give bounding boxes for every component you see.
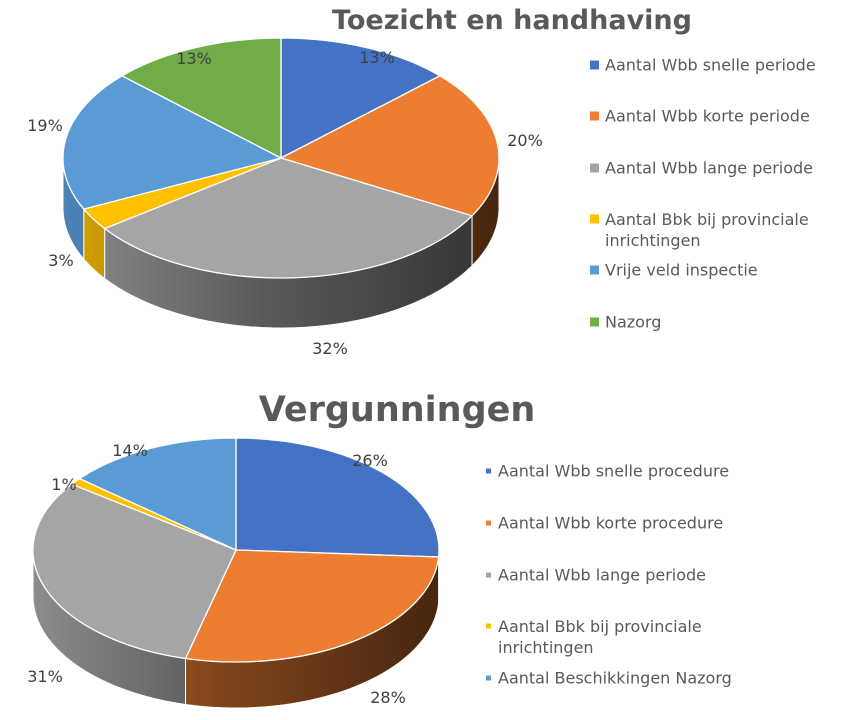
- legend-label: Aantal Bbk bij provinciale inrichtingen: [605, 210, 809, 250]
- legend-label: Aantal Wbb korte periode: [605, 107, 810, 126]
- slice-nazorg: [121, 37, 282, 159]
- slice-aantal-beschikkingen-nazorg: [78, 437, 237, 551]
- legend-item-aantal-wbb-korte-periode: Aantal Wbb korte periode: [590, 107, 810, 126]
- legend-label: Aantal Bbk bij provinciale inrichtingen: [498, 617, 702, 657]
- legend-item-aantal-bbk-bij-provinciale-inrichtingen: Aantal Bbk bij provinciale inrichtingen: [486, 617, 702, 657]
- pie-plot: [32, 437, 440, 709]
- legend-label: Aantal Beschikkingen Nazorg: [498, 669, 732, 688]
- data-label-aantal-wbb-lange-periode: 32%: [312, 339, 348, 358]
- legend-label: Nazorg: [605, 313, 661, 332]
- data-label-aantal-wbb-snelle-procedure: 26%: [352, 451, 388, 470]
- pie-plot: [62, 37, 500, 329]
- data-label-aantal-wbb-lange-periode: 31%: [27, 667, 63, 686]
- legend-swatch: [486, 675, 491, 681]
- chart-title: Toezicht en handhaving: [332, 5, 692, 36]
- legend: Aantal Wbb snelle procedure Aantal Wbb ko…: [486, 462, 732, 688]
- slice-aantal-wbb-korte-procedure: [184, 549, 440, 663]
- chart-toezicht: Toezicht en handhaving 13%20%32%3%19%13%…: [27, 5, 815, 358]
- data-label-aantal-wbb-snelle-periode: 13%: [359, 48, 395, 67]
- legend-item-aantal-wbb-lange-periode: Aantal Wbb lange periode: [590, 159, 813, 178]
- legend-swatch: [590, 163, 599, 173]
- data-label-aantal-wbb-korte-periode: 20%: [507, 131, 543, 150]
- legend-item-vrije-veld-inspectie: Vrije veld inspectie: [590, 261, 758, 280]
- slice-vrije-veld-inspectie: [62, 75, 282, 210]
- legend-item-aantal-wbb-lange-periode: Aantal Wbb lange periode: [486, 566, 706, 585]
- data-label-aantal-beschikkingen-nazorg: 14%: [112, 441, 148, 460]
- chart-vergunningen: Vergunningen 26% 28% 31% 1% 14% Aantal Wbb s…: [27, 390, 732, 709]
- legend-item-aantal-wbb-snelle-periode: Aantal Wbb snelle periode: [590, 56, 816, 75]
- slice-aantal-wbb-snelle-periode: [280, 37, 441, 159]
- legend-label: Aantal Wbb snelle periode: [605, 56, 816, 75]
- legend-item-aantal-wbb-korte-procedure: Aantal Wbb korte procedure: [486, 514, 723, 533]
- slice-aantal-wbb-lange-periode: [32, 483, 237, 660]
- legend-swatch: [486, 468, 491, 474]
- data-label-nazorg: 13%: [176, 49, 212, 68]
- legend-swatch: [590, 317, 599, 327]
- chart-title: Vergunningen: [259, 390, 536, 430]
- legend-label: Aantal Wbb snelle procedure: [498, 462, 729, 481]
- legend-label: Aantal Wbb lange periode: [498, 566, 706, 585]
- legend-swatch: [486, 572, 491, 578]
- legend-item-aantal-beschikkingen-nazorg: Aantal Beschikkingen Nazorg: [486, 669, 732, 688]
- legend-swatch: [486, 520, 491, 526]
- data-labels: 26% 28% 31% 1% 14%: [27, 441, 406, 707]
- legend-swatch: [486, 623, 491, 629]
- legend: Aantal Wbb snelle periode Aantal Wbb kort…: [590, 56, 816, 332]
- slice-aantal-wbb-snelle-procedure: [235, 437, 440, 558]
- data-labels: 13% 20% 32% 3% 19% 13%: [27, 48, 543, 358]
- slice-aantal-wbb-lange-periode: [103, 157, 473, 279]
- data-label-aantal-wbb-korte-procedure: 28%: [370, 688, 406, 707]
- legend-item-nazorg: Nazorg: [590, 313, 661, 332]
- data-label-aantal-bbk-bij-provinciale-inrichtingen: 3%: [48, 251, 73, 270]
- legend-item-aantal-bbk-bij-provinciale-inrichtingen: Aantal Bbk bij provinciale inrichtingen: [590, 210, 809, 250]
- legend-swatch: [590, 214, 599, 224]
- legend-label: Aantal Wbb korte procedure: [498, 514, 723, 533]
- legend-item-aantal-wbb-snelle-procedure: Aantal Wbb snelle procedure: [486, 462, 729, 481]
- data-label-aantal-bbk-bij-provinciale-inrichtingen: 1%: [51, 475, 76, 494]
- legend-label: Vrije veld inspectie: [605, 261, 758, 280]
- data-label-vrije-veld-inspectie: 19%: [27, 116, 63, 135]
- legend-label: Aantal Wbb lange periode: [605, 159, 813, 178]
- legend-swatch: [590, 111, 599, 121]
- legend-swatch: [590, 265, 599, 275]
- legend-swatch: [590, 60, 599, 70]
- slice-aantal-wbb-korte-periode: [280, 75, 500, 217]
